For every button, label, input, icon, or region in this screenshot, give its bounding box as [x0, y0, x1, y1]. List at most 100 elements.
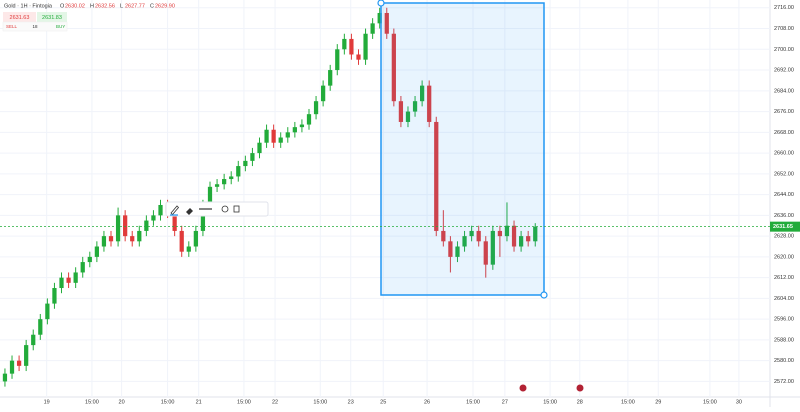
y-tick-label: 2660.00 — [774, 151, 794, 157]
candle-body — [24, 345, 29, 366]
x-tick-label: 15:00 — [703, 399, 717, 405]
candle-body — [412, 101, 418, 112]
y-tick-label: 2596.00 — [774, 317, 794, 323]
y-tick-label: 2708.00 — [774, 26, 794, 32]
x-tick-label: 20 — [119, 399, 125, 405]
last-price-box — [770, 221, 800, 232]
candle-body — [130, 236, 135, 242]
y-tick-label: 2636.00 — [774, 213, 794, 219]
candle-body — [342, 38, 347, 50]
ohlc-value: 2627.77 — [125, 3, 145, 9]
candle-body — [398, 101, 404, 122]
y-tick-label: 2628.00 — [774, 234, 794, 240]
candle-body — [377, 12, 382, 24]
drawing-handle[interactable] — [540, 291, 548, 299]
settings-icon[interactable] — [221, 205, 229, 213]
x-tick-label: 30 — [736, 399, 742, 405]
candle-body — [328, 70, 333, 86]
event-flag[interactable] — [519, 384, 527, 392]
x-tick-label: 15:00 — [313, 399, 327, 405]
candle-body — [469, 230, 474, 237]
candle-body — [73, 272, 78, 283]
candle-body — [511, 225, 517, 247]
sell-button[interactable]: SELL — [6, 24, 18, 29]
x-tick-label: 15:00 — [466, 399, 480, 405]
y-tick-label: 2716.00 — [774, 5, 794, 11]
candle-body — [526, 236, 531, 242]
candle-body — [427, 85, 432, 122]
candle-body — [455, 246, 460, 257]
candle-body — [384, 12, 389, 34]
candle-body — [222, 179, 227, 185]
x-tick-label: 26 — [424, 399, 430, 405]
event-flag[interactable] — [576, 384, 584, 392]
candle-body — [313, 101, 319, 115]
y-tick-label: 2604.00 — [774, 296, 794, 302]
candle-body — [533, 226, 538, 242]
drawing-handle[interactable] — [377, 0, 385, 7]
sell-box[interactable] — [3, 12, 36, 22]
candle-body — [285, 132, 290, 138]
y-tick-label: 2684.00 — [774, 88, 794, 94]
ohlc-key: H — [90, 3, 94, 9]
candle-body — [115, 215, 121, 242]
buy-box[interactable] — [37, 12, 67, 22]
candle-body — [335, 49, 340, 71]
toolbar-bg — [165, 201, 269, 217]
ohlc-value: 2632.56 — [95, 3, 115, 9]
candle-body — [193, 230, 198, 247]
y-tick-label: 2700.00 — [774, 47, 794, 53]
last-price-label: 2631.65 — [773, 224, 793, 230]
candle-body — [448, 241, 453, 257]
candle-body — [278, 137, 283, 143]
candle-body — [405, 111, 411, 122]
candle-body — [420, 85, 425, 102]
candle-body — [151, 215, 156, 221]
candle-body — [9, 360, 15, 374]
candle-body — [391, 33, 396, 102]
buy-button[interactable]: BUY — [56, 24, 65, 29]
candle-body — [16, 360, 22, 366]
trade-row — [2, 21, 68, 32]
x-tick-label: 22 — [272, 399, 278, 405]
x-tick-label: 29 — [655, 399, 661, 405]
ohlc-key: C — [150, 3, 154, 9]
candle-body — [137, 230, 142, 242]
candle-body — [214, 184, 220, 187]
candle-body — [264, 129, 269, 143]
x-tick-label: 15:00 — [161, 399, 175, 405]
candle-body — [292, 127, 297, 133]
candle-body — [476, 230, 481, 242]
y-tick-label: 2676.00 — [774, 109, 794, 115]
candle-body — [94, 246, 99, 257]
candle-body — [229, 176, 234, 180]
x-tick-label: 23 — [348, 399, 354, 405]
candle-body — [200, 204, 206, 231]
candle-body — [306, 114, 312, 125]
quantity[interactable]: 18 — [32, 24, 38, 29]
candle-body — [66, 277, 71, 283]
candle-body — [158, 204, 163, 216]
buy-price: 2631.83 — [42, 15, 62, 21]
rectangle-drawing[interactable] — [380, 2, 545, 296]
candle-body — [236, 166, 241, 177]
y-tick-label: 2652.00 — [774, 171, 794, 177]
y-tick-label: 2572.00 — [774, 379, 794, 385]
candle-body — [172, 212, 177, 231]
candle-body — [31, 334, 36, 346]
candle-body — [179, 230, 184, 252]
y-tick-label: 2644.00 — [774, 192, 794, 198]
candle-body — [257, 142, 262, 154]
fill-icon[interactable] — [186, 208, 193, 215]
pencil-icon[interactable] — [170, 205, 180, 216]
delete-icon[interactable] — [233, 205, 240, 213]
candle-body — [349, 38, 354, 55]
candle-body — [518, 236, 524, 247]
candle-body — [38, 319, 43, 335]
y-tick-label: 2620.00 — [774, 254, 794, 260]
candle-body — [356, 54, 361, 60]
ohlc-key: L — [120, 3, 123, 9]
candle-body — [80, 262, 85, 273]
y-tick-label: 2588.00 — [774, 337, 794, 343]
